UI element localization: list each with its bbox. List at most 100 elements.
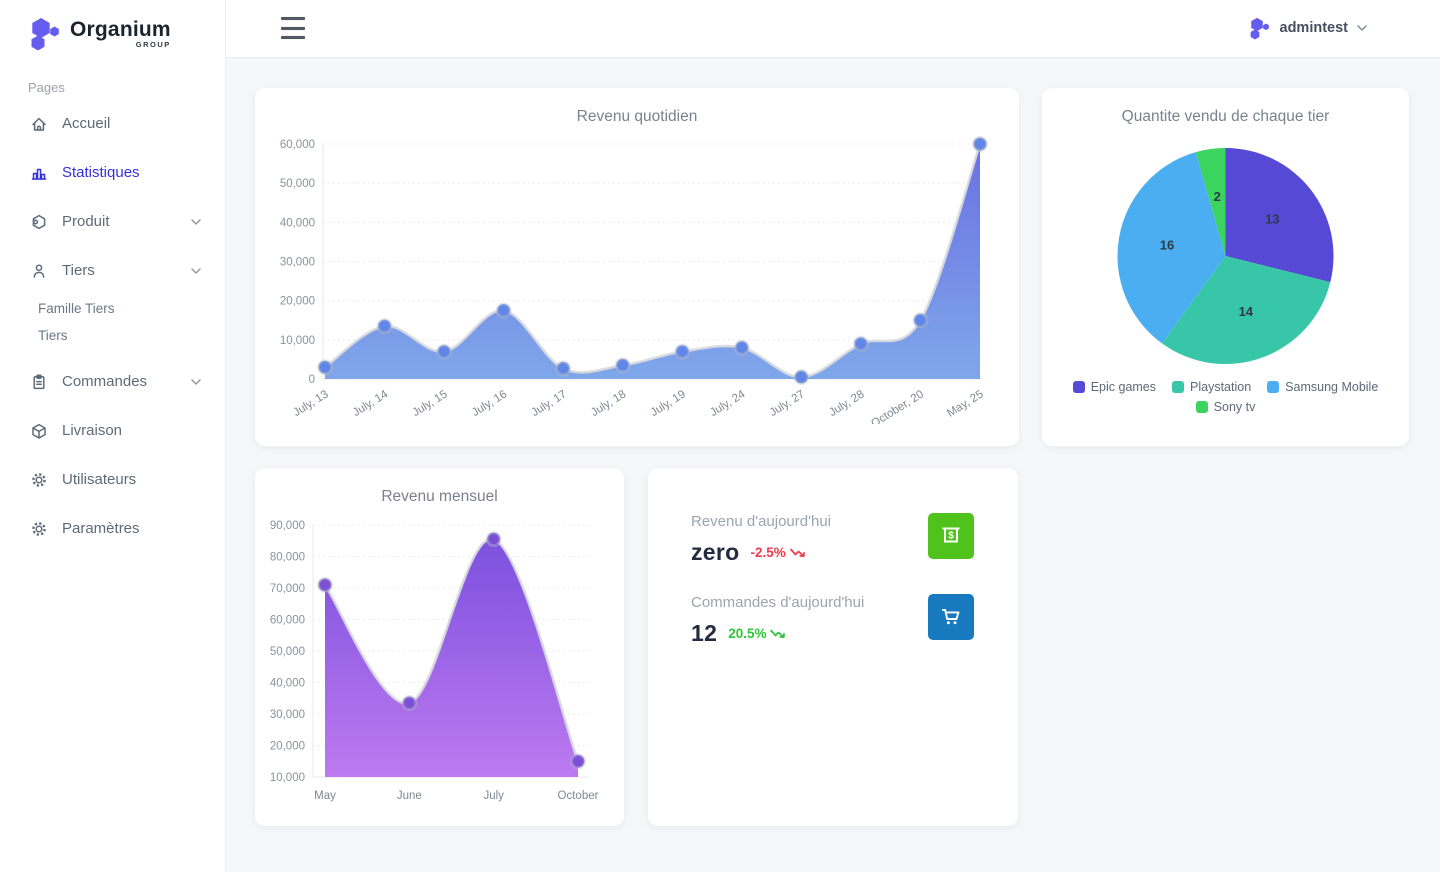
brand-logo[interactable]: Organium GROUP xyxy=(0,0,225,54)
svg-text:13: 13 xyxy=(1265,211,1279,226)
sidebar-item-parametres[interactable]: Paramètres xyxy=(0,504,225,553)
chevron-down-icon xyxy=(1357,25,1367,31)
legend-label: Epic games xyxy=(1090,380,1157,394)
daily-revenue-title: Revenu quotidien xyxy=(576,108,698,125)
bar-chart-icon xyxy=(31,168,47,180)
brand-name: Organium xyxy=(70,18,171,42)
svg-text:10,000: 10,000 xyxy=(270,772,305,784)
tier-quantity-pie-chart: 13 14 16 2 xyxy=(1117,148,1334,364)
svg-text:20,000: 20,000 xyxy=(270,741,305,753)
legend-label: Playstation xyxy=(1190,380,1252,394)
svg-text:July, 28: July, 28 xyxy=(827,388,866,419)
menu-toggle-button[interactable] xyxy=(281,17,305,39)
svg-text:July, 17: July, 17 xyxy=(530,388,569,419)
svg-text:14: 14 xyxy=(1239,304,1254,319)
sidebar-item-tiers-sub[interactable]: Tiers xyxy=(38,328,68,343)
brand-subtitle: GROUP xyxy=(135,40,171,50)
legend-label: Sony tv xyxy=(1213,400,1256,414)
svg-text:60,000: 60,000 xyxy=(270,615,305,627)
svg-text:70,000: 70,000 xyxy=(270,583,305,595)
sidebar-item-livraison[interactable]: Livraison xyxy=(0,406,225,455)
svg-text:October, 20: October, 20 xyxy=(869,388,926,424)
svg-text:May: May xyxy=(314,790,336,802)
stat-revenue-label: Revenu d'aujourd'hui xyxy=(691,513,831,530)
svg-text:$: $ xyxy=(948,531,954,542)
svg-text:50,000: 50,000 xyxy=(270,646,305,658)
sidebar-item-accueil[interactable]: Accueil xyxy=(0,99,225,148)
legend-item[interactable]: Sony tv xyxy=(1195,400,1256,414)
user-menu[interactable]: admintest xyxy=(1247,12,1368,44)
stat-revenue-row: Revenu d'aujourd'hui zero -2.5% xyxy=(691,513,974,566)
stat-orders-value: 12 xyxy=(691,620,718,646)
clipboard-icon xyxy=(33,373,45,389)
sidebar-item-produit[interactable]: Produit xyxy=(0,197,225,246)
legend-swatch xyxy=(1072,381,1085,393)
svg-text:0: 0 xyxy=(309,374,315,386)
sidebar-nav: Accueil Statistiques Produit xyxy=(0,99,225,553)
legend-swatch xyxy=(1267,381,1280,393)
sidebar-item-tiers[interactable]: Tiers xyxy=(0,246,225,295)
monthly-revenue-title: Revenu mensuel xyxy=(381,488,498,505)
svg-text:July, 18: July, 18 xyxy=(589,388,628,419)
daily-revenue-chart: 60,000 50,000 40,000 30,000 20,000 10,000 0 Jul… xyxy=(280,136,988,424)
stat-revenue-delta: -2.5% xyxy=(751,545,806,560)
legend-swatch xyxy=(1172,381,1185,393)
gear-icon xyxy=(32,521,46,536)
svg-text:July: July xyxy=(483,790,504,802)
tier-quantity-title: Quantite vendu de chaque tier xyxy=(1121,108,1330,125)
svg-text:July, 24: July, 24 xyxy=(708,388,748,419)
stat-orders-label: Commandes d'aujourd'hui xyxy=(691,594,865,611)
monthly-revenue-chart: 90,000 80,000 70,000 60,000 50,000 40,000 30,0… xyxy=(270,520,599,802)
topbar: admintest xyxy=(226,0,1440,58)
svg-text:July, 19: July, 19 xyxy=(649,388,688,419)
user-icon xyxy=(33,263,45,278)
daily-revenue-card: Revenu quotidien 60,000 50,000 40,000 30,00… xyxy=(255,88,1019,446)
svg-text:40,000: 40,000 xyxy=(270,678,305,690)
sidebar-item-utilisateurs[interactable]: Utilisateurs xyxy=(0,455,225,504)
svg-text:July, 16: July, 16 xyxy=(470,388,509,419)
user-name: admintest xyxy=(1279,20,1349,36)
chevron-down-icon xyxy=(191,378,201,385)
legend-item[interactable]: Samsung Mobile xyxy=(1267,380,1378,394)
sidebar-item-statistiques[interactable]: Statistiques xyxy=(0,148,225,197)
chevron-down-icon xyxy=(191,218,201,225)
today-stats-card: Revenu d'aujourd'hui zero -2.5% xyxy=(648,468,1018,826)
svg-text:16: 16 xyxy=(1160,238,1174,253)
sidebar: Organium GROUP Pages Accueil Statistique… xyxy=(0,0,226,872)
pie-legend: Epic games Playstation Samsung Mobile Sony … xyxy=(1042,380,1409,414)
sidebar-item-commandes[interactable]: Commandes xyxy=(0,357,225,406)
svg-text:60,000: 60,000 xyxy=(280,139,315,151)
legend-item[interactable]: Epic games xyxy=(1072,380,1157,394)
brand-hexagons-icon xyxy=(31,18,59,51)
avatar xyxy=(1250,17,1269,39)
stat-revenue-value: zero xyxy=(691,539,740,565)
gear-icon xyxy=(32,472,46,487)
svg-text:July, 15: July, 15 xyxy=(410,388,449,419)
svg-text:50,000: 50,000 xyxy=(280,178,315,190)
home-icon xyxy=(32,117,46,131)
sidebar-section-label: Pages xyxy=(28,80,65,95)
monthly-revenue-card: Revenu mensuel 90,000 80,000 70,000 60,000 5… xyxy=(255,468,624,826)
svg-text:July, 13: July, 13 xyxy=(291,388,330,419)
product-box-icon xyxy=(32,214,46,229)
legend-swatch xyxy=(1195,401,1208,413)
sidebar-item-famille-tiers[interactable]: Famille Tiers xyxy=(38,301,115,316)
package-icon xyxy=(32,423,46,439)
trend-down-icon xyxy=(789,548,805,558)
svg-text:30,000: 30,000 xyxy=(280,257,315,269)
tier-quantity-card: Quantite vendu de chaque tier 13 14 16 2 Ep… xyxy=(1042,88,1409,446)
svg-text:2: 2 xyxy=(1214,189,1221,204)
svg-text:90,000: 90,000 xyxy=(270,520,305,532)
svg-text:July, 14: July, 14 xyxy=(351,388,391,419)
svg-text:June: June xyxy=(397,790,422,802)
svg-text:80,000: 80,000 xyxy=(270,552,305,564)
svg-text:July, 27: July, 27 xyxy=(768,388,807,419)
svg-text:October: October xyxy=(558,790,599,802)
svg-text:10,000: 10,000 xyxy=(280,335,315,347)
svg-text:20,000: 20,000 xyxy=(280,296,315,308)
cart-icon xyxy=(928,594,974,640)
stat-orders-delta: 20.5% xyxy=(728,626,786,641)
legend-item[interactable]: Playstation xyxy=(1172,380,1251,394)
cash-icon: $ xyxy=(928,513,974,559)
stat-orders-row: Commandes d'aujourd'hui 12 20.5% xyxy=(691,594,974,647)
